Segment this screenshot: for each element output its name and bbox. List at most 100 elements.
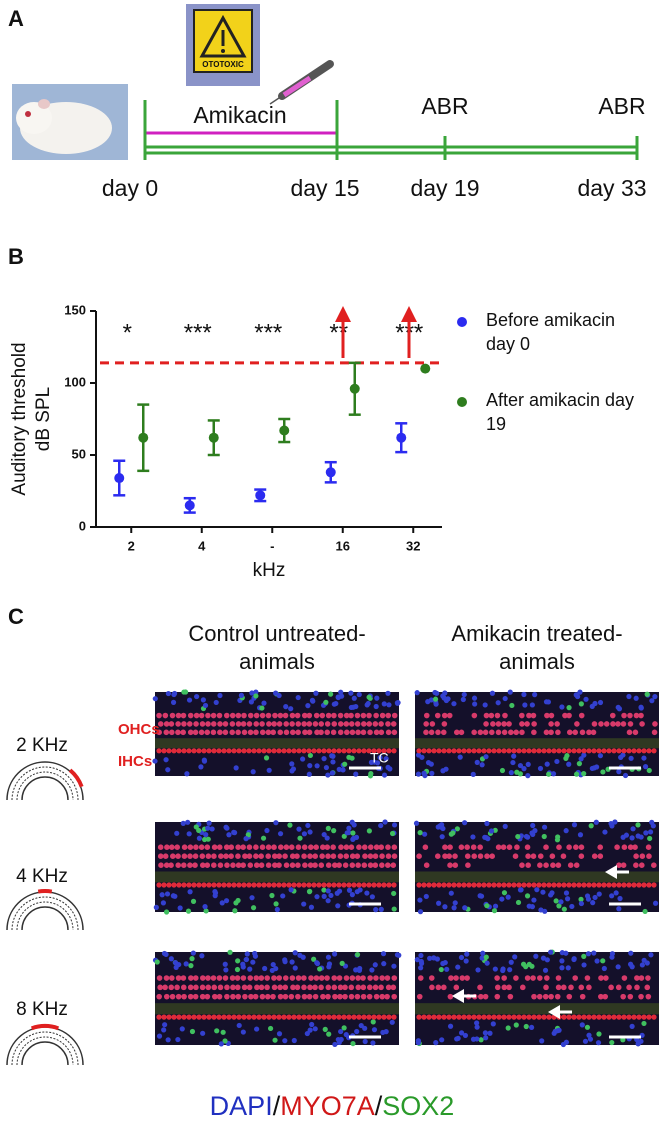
hair-cell bbox=[156, 729, 162, 736]
hair-cell bbox=[341, 882, 347, 888]
hair-cell bbox=[591, 1014, 597, 1020]
hair-cell bbox=[525, 853, 531, 859]
hair-cell bbox=[546, 882, 552, 888]
nucleus bbox=[188, 963, 194, 969]
hair-cell bbox=[235, 721, 242, 727]
hair-cell bbox=[224, 984, 230, 991]
hair-cell bbox=[429, 721, 436, 727]
hair-cell bbox=[253, 862, 260, 868]
hair-cell bbox=[526, 1014, 532, 1020]
nucleus bbox=[578, 896, 584, 902]
nucleus bbox=[353, 967, 359, 973]
hair-cell bbox=[221, 1014, 227, 1020]
nucleus bbox=[489, 690, 496, 696]
hair-cell bbox=[256, 882, 262, 888]
nucleus bbox=[428, 697, 435, 703]
nucleus bbox=[223, 967, 229, 973]
hair-cell bbox=[526, 748, 532, 754]
nucleus bbox=[554, 758, 560, 765]
hair-cell bbox=[436, 748, 442, 754]
nucleus bbox=[175, 1036, 181, 1043]
x-tick-label: 32 bbox=[406, 538, 420, 553]
hair-cell bbox=[306, 882, 312, 888]
nucleus bbox=[559, 704, 565, 710]
hair-cell bbox=[616, 882, 622, 888]
hair-cell bbox=[349, 853, 356, 859]
hair-cell bbox=[324, 844, 331, 850]
hair-cell bbox=[326, 748, 332, 754]
nucleus bbox=[372, 962, 378, 968]
nucleus bbox=[270, 961, 276, 968]
nucleus bbox=[373, 703, 379, 710]
hair-cell bbox=[316, 882, 322, 888]
hair-cell bbox=[337, 984, 344, 991]
hair-cell bbox=[372, 853, 379, 859]
hair-cell bbox=[201, 882, 207, 888]
hair-cell bbox=[471, 729, 477, 736]
nucleus bbox=[579, 1022, 585, 1028]
hair-cell bbox=[261, 1014, 267, 1020]
hair-cell bbox=[330, 844, 336, 850]
hair-cell bbox=[448, 975, 454, 981]
nucleus bbox=[186, 697, 193, 703]
hair-cell bbox=[634, 975, 640, 981]
hair-cell bbox=[174, 844, 181, 850]
hair-cell bbox=[163, 993, 170, 1000]
x-tick-label: 16 bbox=[336, 538, 350, 553]
hair-cell bbox=[451, 1014, 457, 1020]
hair-cell bbox=[187, 844, 194, 850]
hair-cell bbox=[199, 862, 206, 868]
hair-cell bbox=[591, 882, 597, 888]
hair-cell bbox=[308, 844, 314, 850]
nucleus bbox=[462, 1032, 469, 1039]
hair-cell bbox=[524, 975, 531, 981]
hair-cell bbox=[572, 975, 578, 981]
hair-cell bbox=[231, 1014, 237, 1020]
nucleus bbox=[341, 833, 347, 839]
nucleus bbox=[487, 1030, 493, 1036]
hair-cell bbox=[372, 862, 379, 868]
hair-cell bbox=[289, 729, 296, 736]
nucleus bbox=[238, 692, 245, 698]
hair-cell bbox=[354, 853, 361, 859]
hair-cell bbox=[162, 984, 168, 991]
nucleus bbox=[153, 904, 159, 910]
nucleus bbox=[190, 950, 196, 956]
nucleus bbox=[647, 829, 654, 835]
hair-cell bbox=[261, 882, 267, 888]
cochlea-arc bbox=[16, 771, 74, 801]
hair-cell bbox=[500, 844, 507, 850]
hair-cell bbox=[216, 975, 223, 981]
hair-cell bbox=[491, 882, 497, 888]
nucleus bbox=[174, 830, 180, 836]
hair-cell bbox=[187, 712, 194, 719]
hair-cell bbox=[620, 862, 627, 868]
hair-cell bbox=[331, 862, 338, 868]
hair-cell bbox=[446, 748, 452, 754]
hair-cell bbox=[371, 1014, 377, 1020]
hair-cell bbox=[205, 984, 212, 991]
hair-cell bbox=[312, 721, 319, 727]
nucleus bbox=[558, 899, 564, 905]
hair-cell bbox=[615, 984, 622, 991]
nucleus bbox=[544, 957, 550, 963]
nucleus bbox=[584, 1024, 591, 1030]
hair-cell bbox=[283, 721, 290, 727]
nucleus bbox=[306, 771, 312, 777]
hair-cell bbox=[530, 853, 537, 859]
hair-cell bbox=[312, 984, 318, 991]
hair-cell bbox=[571, 748, 577, 754]
hair-cell bbox=[385, 853, 392, 859]
nucleus bbox=[436, 900, 442, 906]
hair-cell bbox=[531, 729, 537, 736]
nucleus bbox=[618, 754, 624, 760]
hair-cell bbox=[506, 844, 513, 850]
nucleus bbox=[163, 757, 169, 763]
nucleus bbox=[314, 960, 321, 967]
hair-cell bbox=[566, 844, 572, 850]
hair-cell bbox=[216, 1014, 222, 1020]
nucleus bbox=[641, 1020, 647, 1027]
hair-cell bbox=[530, 712, 537, 719]
nucleus bbox=[483, 1035, 489, 1041]
hair-cell bbox=[372, 721, 379, 727]
